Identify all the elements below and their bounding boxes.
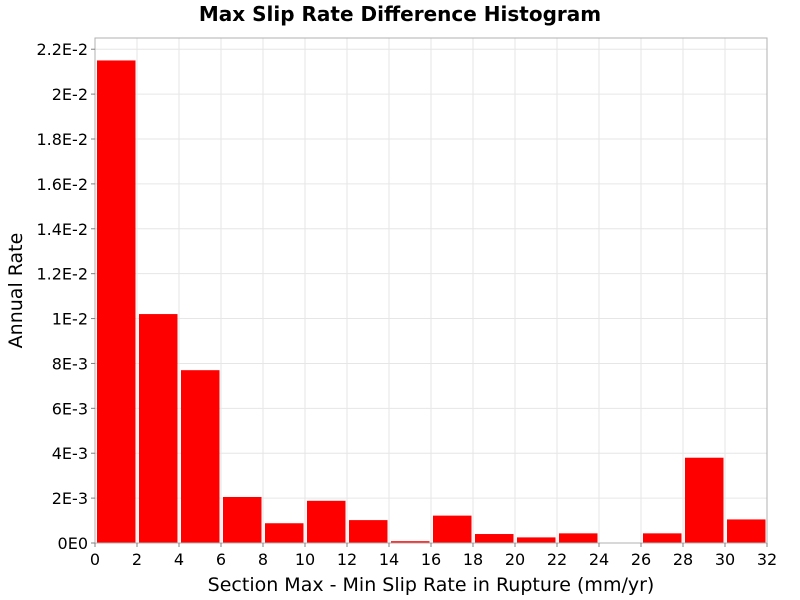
histogram-bar	[391, 541, 430, 543]
x-tick-label: 20	[505, 550, 525, 569]
y-tick-label: 8E-3	[52, 354, 88, 373]
x-tick-label: 10	[295, 550, 315, 569]
histogram-bar	[517, 537, 556, 543]
chart-title: Max Slip Rate Difference Histogram	[198, 2, 602, 26]
histogram-bar	[433, 515, 472, 543]
y-tick-label: 1.2E-2	[36, 265, 88, 284]
x-tick-label: 16	[421, 550, 441, 569]
y-tick-label: 1E-2	[52, 310, 88, 329]
histogram-bar	[223, 496, 262, 543]
y-tick-label: 2.2E-2	[36, 40, 88, 59]
x-tick-label: 2	[132, 550, 142, 569]
y-tick-label: 2E-2	[52, 85, 88, 104]
histogram-bar	[727, 519, 766, 543]
y-axis-title: Annual Rate	[5, 233, 27, 349]
x-tick-label: 24	[589, 550, 609, 569]
x-tick-label: 0	[90, 550, 100, 569]
y-tick-label: 2E-3	[52, 489, 88, 508]
histogram-bar	[265, 523, 304, 543]
histogram-bar	[139, 314, 178, 543]
x-tick-label: 32	[757, 550, 777, 569]
histogram-bar	[559, 533, 598, 543]
x-tick-label: 26	[631, 550, 651, 569]
x-tick-label: 12	[337, 550, 357, 569]
x-axis-title: Section Max - Min Slip Rate in Rupture (…	[208, 574, 655, 596]
x-tick-label: 8	[258, 550, 268, 569]
y-tick-label: 1.6E-2	[36, 175, 88, 194]
grid-lines	[94, 38, 768, 544]
bars	[97, 60, 766, 543]
y-tick-label: 1.4E-2	[36, 220, 88, 239]
y-axis-ticks: 0E0 2E-3 4E-3 6E-3 8E-3 1E-2 1.2E-2 1.4E-2 1.6E-…	[36, 40, 95, 553]
histogram-bar	[643, 533, 682, 543]
histogram-bar	[307, 500, 346, 543]
histogram-bar	[181, 370, 220, 543]
x-tick-label: 4	[174, 550, 184, 569]
x-tick-label: 6	[216, 550, 226, 569]
histogram-bar	[97, 60, 136, 543]
y-tick-label: 1.8E-2	[36, 130, 88, 149]
x-tick-label: 22	[547, 550, 567, 569]
x-tick-label: 30	[715, 550, 735, 569]
x-tick-label: 28	[673, 550, 693, 569]
x-tick-label: 14	[379, 550, 399, 569]
histogram-bar	[475, 534, 514, 543]
y-tick-label: 4E-3	[52, 444, 88, 463]
x-tick-label: 18	[463, 550, 483, 569]
y-tick-label: 6E-3	[52, 399, 88, 418]
histogram-bar	[349, 520, 388, 543]
x-axis-ticks: 0 2 4 6 8 10 12 14 16 18 20 22 24 26 28 30 32	[90, 543, 777, 569]
y-tick-label: 0E0	[58, 534, 88, 553]
histogram-bar	[685, 457, 724, 543]
